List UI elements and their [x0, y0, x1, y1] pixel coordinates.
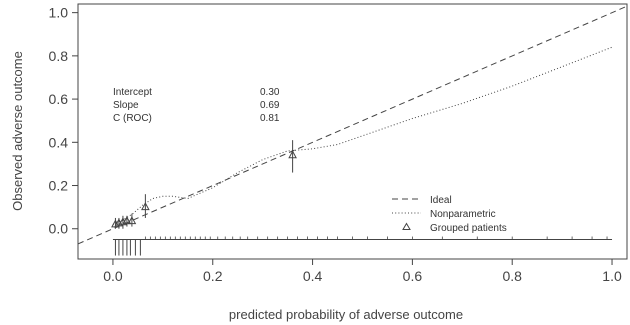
y-tick-label: 0.2 — [49, 178, 69, 194]
series-layer — [77, 5, 628, 245]
axes-layer: 0.0 0.2 0.4 0.6 0.8 1.0 0.0 0.2 0.4 0.6 0.8 1.0 — [49, 5, 622, 284]
legend-label-nonparametric: Nonparametric — [430, 209, 496, 220]
legend-label-grouped-patients: Grouped patients — [430, 223, 507, 234]
x-tick-label: 0.0 — [103, 268, 123, 284]
stat-value-c-roc: 0.81 — [260, 113, 280, 124]
x-tick-label: 1.0 — [602, 268, 622, 284]
x-tick-label: 0.2 — [203, 268, 223, 284]
rug-layer — [112, 236, 613, 256]
y-axis-title: Observed adverse outcome — [10, 51, 25, 211]
y-tick-label: 1.0 — [49, 5, 69, 21]
grouped-points-layer — [111, 140, 297, 229]
grouped-patient-point — [127, 216, 137, 225]
x-tick-label: 0.8 — [502, 268, 522, 284]
x-tick-label: 0.4 — [303, 268, 323, 284]
series-line-nonparametric — [112, 46, 613, 225]
y-tick-label: 0.4 — [49, 134, 69, 150]
stat-label-c-roc: C (ROC) — [113, 113, 152, 124]
x-tick-label: 0.6 — [403, 268, 423, 284]
y-tick-label: 0.0 — [49, 221, 69, 237]
y-tick-label: 0.8 — [49, 48, 69, 64]
legend-swatch-grouped-patients — [402, 222, 411, 230]
grouped-patient-point — [122, 216, 132, 225]
y-tick-label: 0.6 — [49, 91, 69, 107]
stat-value-intercept: 0.30 — [260, 87, 280, 98]
plot-frame — [77, 3, 628, 260]
stat-label-intercept: Intercept — [113, 87, 152, 98]
stats-block: Intercept 0.30 Slope 0.69 C (ROC) 0.81 — [113, 87, 280, 124]
stat-value-slope: 0.69 — [260, 100, 280, 111]
series-line-ideal — [77, 5, 628, 245]
legend-label-ideal: Ideal — [430, 195, 452, 206]
x-axis-title: predicted probability of adverse outcome — [229, 307, 463, 322]
legend: Ideal Nonparametric Grouped patients — [392, 195, 507, 234]
stat-label-slope: Slope — [113, 100, 139, 111]
grouped-patient-point — [141, 202, 150, 211]
grouped-patient-point — [111, 219, 120, 228]
grouped-patient-point — [288, 150, 297, 159]
